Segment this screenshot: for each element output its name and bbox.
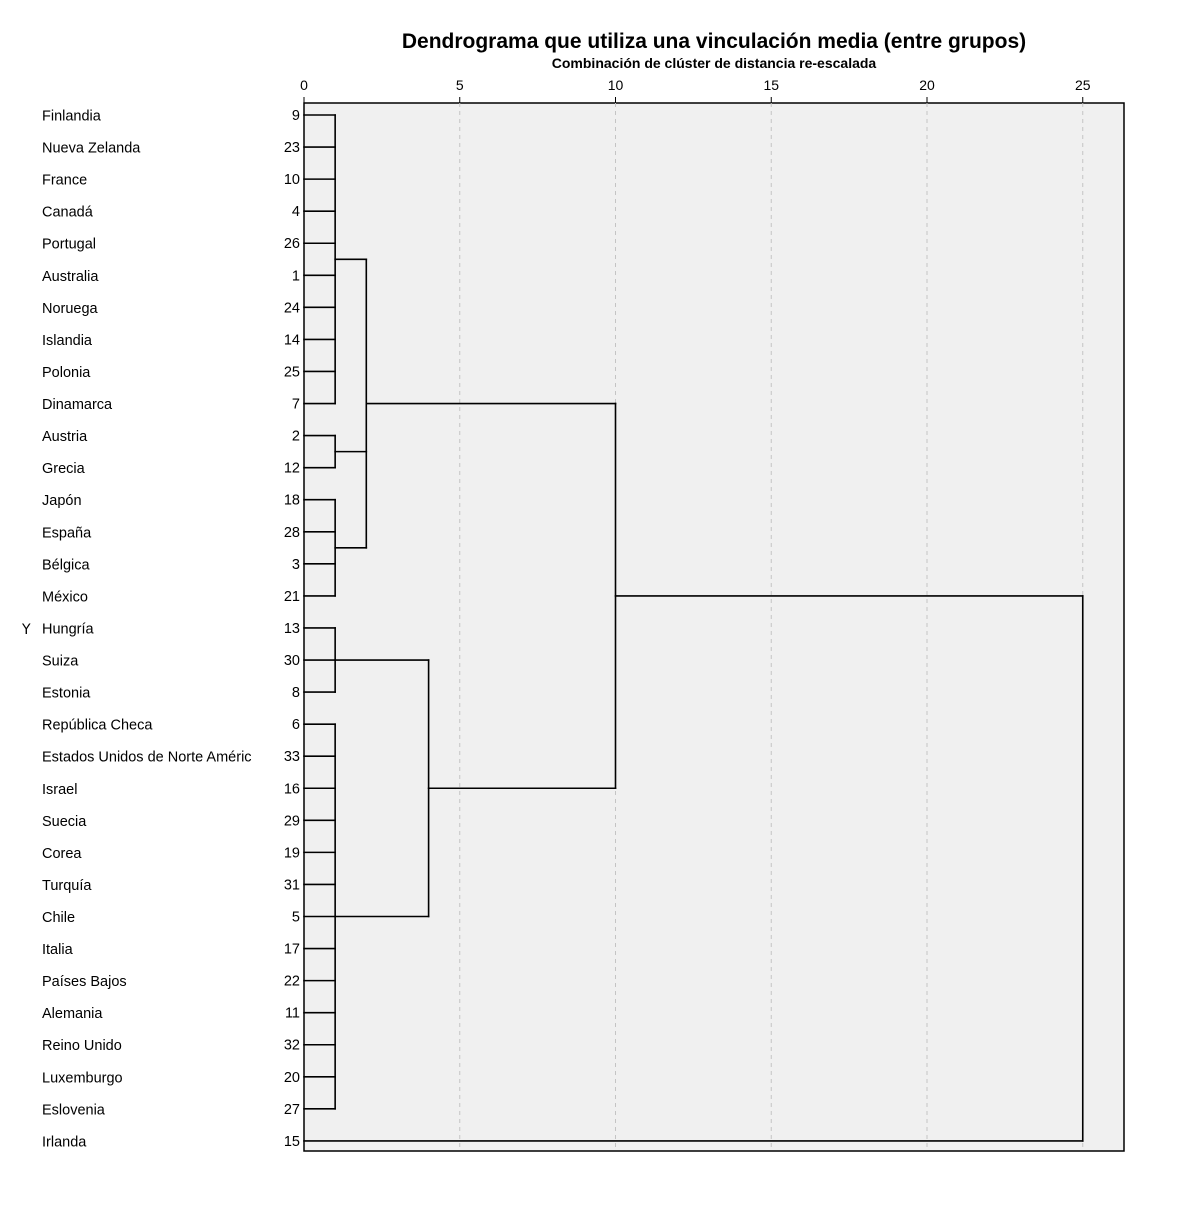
- case-number: 24: [284, 300, 300, 316]
- row-label: France: [42, 173, 87, 189]
- case-number: 14: [284, 332, 300, 348]
- case-number: 8: [292, 685, 300, 701]
- row-label: Dinamarca: [42, 397, 113, 413]
- case-number: 10: [284, 172, 300, 188]
- case-number: 28: [284, 525, 300, 541]
- case-number: 18: [284, 493, 300, 509]
- row-label: Eslovenia: [42, 1102, 106, 1118]
- row-label: Polonia: [42, 365, 91, 381]
- case-number: 7: [292, 397, 300, 413]
- x-tick-label: 20: [919, 77, 935, 93]
- case-number: 19: [284, 845, 300, 861]
- case-number: 2: [292, 429, 300, 445]
- row-label: Suiza: [42, 654, 79, 670]
- case-number: 1: [292, 268, 300, 284]
- case-number: 33: [284, 749, 300, 765]
- x-tick-label: 0: [300, 77, 308, 93]
- row-label: Noruega: [42, 301, 99, 317]
- row-label: Japón: [42, 493, 82, 509]
- case-number: 16: [284, 781, 300, 797]
- chart-title: Dendrograma que utiliza una vinculación …: [402, 30, 1026, 53]
- case-number: 22: [284, 974, 300, 990]
- row-label: Portugal: [42, 237, 96, 253]
- case-number: 3: [292, 557, 300, 573]
- case-number: 4: [292, 204, 300, 220]
- x-tick-label: 25: [1075, 77, 1091, 93]
- row-label: Estonia: [42, 686, 91, 702]
- x-tick-label: 10: [608, 77, 624, 93]
- row-label: Nueva Zelanda: [42, 141, 141, 157]
- row-label: Suecia: [42, 814, 87, 830]
- row-label: Austria: [42, 429, 88, 445]
- row-label: Irlanda: [42, 1134, 87, 1150]
- case-number: 11: [285, 1006, 300, 1022]
- case-number: 17: [284, 942, 300, 958]
- row-label: Estados Unidos de Norte Améric: [42, 750, 252, 766]
- row-label: Luxemburgo: [42, 1070, 123, 1086]
- x-axis: 0 5 10 15 20 25: [300, 77, 1091, 103]
- dendrogram-tree: [303, 114, 1084, 1142]
- case-number: 26: [284, 236, 300, 252]
- row-label: Alemania: [42, 1006, 103, 1022]
- row-label: Hungría: [42, 621, 95, 637]
- row-label: Turquía: [42, 878, 92, 894]
- row-label: México: [42, 589, 88, 605]
- case-number: 13: [284, 621, 300, 637]
- row-label: Finlandia: [42, 109, 102, 125]
- row-label: Italia: [42, 942, 74, 958]
- chart-subtitle: Combinación de clúster de distancia re-e…: [552, 55, 877, 71]
- x-tick-label: 15: [763, 77, 779, 93]
- case-number: 32: [284, 1038, 300, 1054]
- case-number: 29: [284, 813, 300, 829]
- case-number: 31: [284, 877, 300, 893]
- row-label: Corea: [42, 846, 82, 862]
- case-number: 9: [292, 108, 300, 124]
- row-label: España: [42, 525, 92, 541]
- row-label: Reino Unido: [42, 1038, 122, 1054]
- case-number: 6: [292, 717, 300, 733]
- case-number: 12: [284, 461, 300, 477]
- row-label: Grecia: [42, 461, 86, 477]
- row-label: Islandia: [42, 333, 93, 349]
- plot-area: [303, 102, 1125, 1152]
- case-number: 27: [284, 1102, 300, 1118]
- row-label: Bélgica: [42, 557, 90, 573]
- row-label: Países Bajos: [42, 974, 127, 990]
- case-number: 30: [284, 653, 300, 669]
- y-axis-marker: Y: [21, 622, 31, 638]
- row-label: Canadá: [42, 205, 94, 221]
- case-number: 23: [284, 140, 300, 156]
- case-number: 15: [284, 1134, 300, 1150]
- row-label: Chile: [42, 910, 75, 926]
- row-label: Australia: [42, 269, 99, 285]
- case-number: 21: [284, 589, 300, 605]
- case-number: 5: [292, 910, 300, 926]
- case-number: 20: [284, 1070, 300, 1086]
- case-number: 25: [284, 364, 300, 380]
- x-tick-label: 5: [456, 77, 464, 93]
- row-label: República Checa: [42, 718, 153, 734]
- row-label: Israel: [42, 782, 77, 798]
